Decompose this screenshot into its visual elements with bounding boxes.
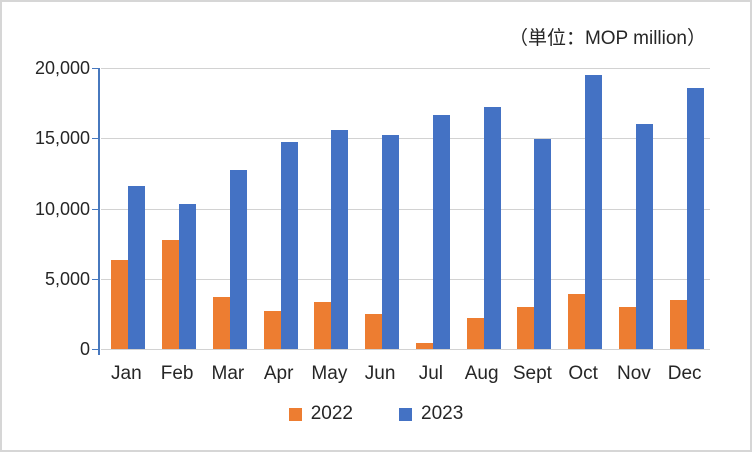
bar-2022-may (314, 302, 332, 349)
bar-2022-oct (568, 294, 586, 349)
y-tick-mark (92, 208, 99, 210)
x-tick-label: Sept (512, 363, 552, 384)
legend-swatch-2023 (399, 407, 412, 421)
bar-2022-feb (162, 240, 180, 349)
bar-2023-oct (585, 75, 603, 349)
x-axis-labels: Jan Feb Mar Apr May Jun Jul Aug Sept Oct Nov Dec (101, 360, 710, 388)
x-tick-label: Dec (667, 363, 702, 384)
bar-2023-sept (534, 139, 552, 349)
y-tick-mark (92, 68, 99, 69)
gridline (101, 278, 710, 280)
legend-swatch-2022 (288, 407, 302, 421)
bar-2023-nov (635, 123, 653, 349)
bar-2023-aug (483, 107, 501, 349)
bar-2023-jun (382, 135, 400, 349)
gridline (101, 208, 710, 210)
x-tick-label: Nov (616, 363, 651, 384)
bar-2023-jan (128, 186, 146, 349)
bar-2023-jul (432, 114, 450, 349)
y-axis-line (98, 68, 100, 355)
y-tick-label: 15,000 (34, 128, 90, 149)
legend-label: 2023 (421, 403, 464, 424)
bar-2023-feb (179, 203, 197, 349)
bar-2023-apr (280, 142, 298, 349)
bar-2023-may (331, 130, 349, 349)
x-tick-label: Jun (364, 363, 396, 384)
bar-2022-mar (212, 297, 230, 349)
bar-2023-mar (229, 170, 247, 349)
gridline (101, 68, 710, 69)
y-tick-mark (92, 278, 99, 280)
y-tick-mark (92, 349, 99, 350)
bar-2022-aug (466, 318, 484, 349)
x-tick-label: Oct (568, 363, 598, 384)
bar-2023-dec (686, 88, 704, 349)
bar-2022-jun (365, 314, 383, 349)
legend: 2022 2023 (2, 402, 750, 426)
y-tick-label: 5,000 (44, 268, 90, 289)
gridline (101, 349, 710, 350)
bar-2022-nov (618, 306, 636, 349)
x-tick-label: Aug (464, 363, 499, 384)
bar-2022-sept (517, 307, 535, 349)
bar-2022-jul (415, 343, 433, 349)
x-tick-label: Feb (160, 363, 194, 384)
legend-item-2022: 2022 (288, 402, 353, 426)
legend-label: 2022 (310, 403, 353, 424)
bar-2022-apr (263, 311, 281, 349)
y-tick-mark (92, 138, 99, 140)
x-tick-label: Jan (111, 363, 142, 384)
legend-item-2023: 2023 (399, 402, 463, 426)
bar-2022-dec (669, 300, 687, 349)
x-tick-label: Apr (263, 363, 294, 384)
x-tick-label: Mar (211, 363, 245, 384)
x-tick-label: May (311, 363, 348, 384)
bar-2022-jan (111, 259, 129, 349)
plot-area (101, 68, 710, 350)
y-tick-label: 10,000 (34, 198, 90, 219)
gridline (101, 138, 710, 140)
chart-unit-title: （単位：MOP million） (508, 28, 706, 49)
y-tick-label: 20,000 (34, 58, 90, 78)
y-tick-label: 0 (79, 339, 90, 359)
y-axis-labels: 0 5,000 10,000 15,000 20,000 (2, 59, 90, 358)
x-tick-label: Jul (418, 363, 444, 384)
